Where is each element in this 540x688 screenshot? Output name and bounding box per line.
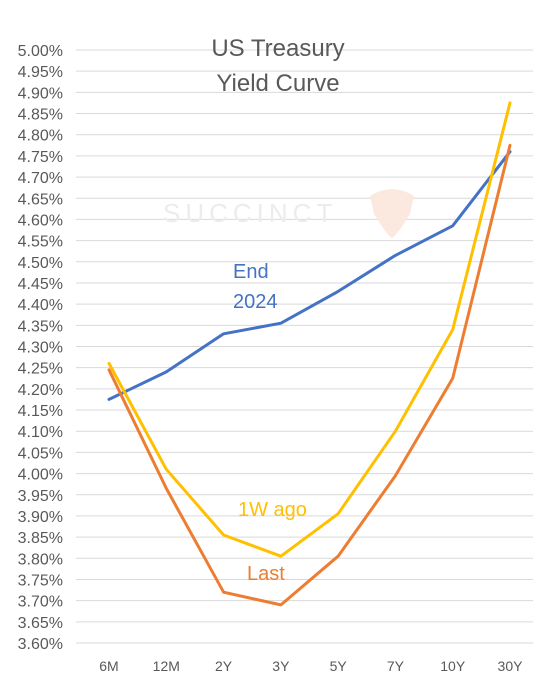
series-lines	[107, 101, 512, 607]
y-tick-label: 3.75%	[18, 572, 63, 589]
x-tick-label: 3Y	[272, 658, 290, 674]
series-label-2: Last	[247, 563, 285, 585]
x-tick-label: 6M	[99, 658, 118, 674]
y-tick-label: 3.85%	[18, 530, 63, 547]
x-tick-label: 7Y	[387, 658, 405, 674]
x-tick-label: 12M	[153, 658, 180, 674]
chart-title: US Treasury Yield Curve	[211, 35, 344, 97]
y-tick-label: 4.60%	[18, 212, 63, 229]
y-tick-label: 4.65%	[18, 191, 63, 208]
y-tick-label: 4.80%	[18, 128, 63, 145]
series-label-1: 1W ago	[238, 499, 307, 521]
y-tick-label: 3.70%	[18, 594, 63, 611]
watermark-logo-icon	[370, 189, 414, 238]
succinct-watermark: SUCCINCT	[163, 189, 414, 238]
y-tick-label: 4.90%	[18, 85, 63, 102]
x-tick-label: 10Y	[440, 658, 466, 674]
series-labels: End 2024 1W ago Last	[233, 261, 307, 585]
series-line-1	[107, 101, 512, 558]
x-tick-label: 2Y	[215, 658, 233, 674]
y-tick-label: 4.30%	[18, 340, 63, 357]
y-tick-label: 5.00%	[18, 43, 63, 60]
gridlines	[76, 49, 533, 644]
y-tick-label: 3.65%	[18, 615, 63, 632]
series-line-0	[107, 150, 512, 401]
y-tick-label: 4.35%	[18, 318, 63, 335]
y-tick-label: 4.20%	[18, 382, 63, 399]
y-tick-label: 4.75%	[18, 149, 63, 166]
y-tick-label: 4.05%	[18, 445, 63, 462]
x-axis-tick-labels: 6M 12M 2Y 3Y 5Y 7Y 10Y 30Y	[99, 658, 523, 674]
y-tick-label: 4.45%	[18, 276, 63, 293]
y-tick-label: 4.50%	[18, 255, 63, 272]
y-tick-label: 3.80%	[18, 551, 63, 568]
chart-title-line-1: US Treasury	[211, 35, 344, 62]
series-label-0: End 2024	[233, 261, 278, 313]
y-tick-label: 4.10%	[18, 424, 63, 441]
chart-title-line-2: Yield Curve	[216, 70, 339, 97]
x-tick-label: 5Y	[330, 658, 348, 674]
series-line-2	[107, 143, 512, 607]
x-tick-label: 30Y	[498, 658, 524, 674]
y-tick-label: 4.00%	[18, 467, 63, 484]
y-tick-label: 4.40%	[18, 297, 63, 314]
y-tick-label: 4.85%	[18, 107, 63, 124]
y-tick-label: 3.95%	[18, 488, 63, 505]
y-tick-label: 4.15%	[18, 403, 63, 420]
y-tick-label: 4.95%	[18, 64, 63, 81]
y-tick-label: 4.25%	[18, 361, 63, 378]
y-tick-label: 4.55%	[18, 234, 63, 251]
y-tick-label: 4.70%	[18, 170, 63, 187]
y-tick-label: 3.60%	[18, 636, 63, 653]
watermark-text: SUCCINCT	[163, 198, 337, 228]
y-axis-tick-labels: 5.00% 4.95% 4.90% 4.85% 4.80% 4.75% 4.70% 4.65%…	[18, 43, 63, 653]
y-tick-label: 3.90%	[18, 509, 63, 526]
